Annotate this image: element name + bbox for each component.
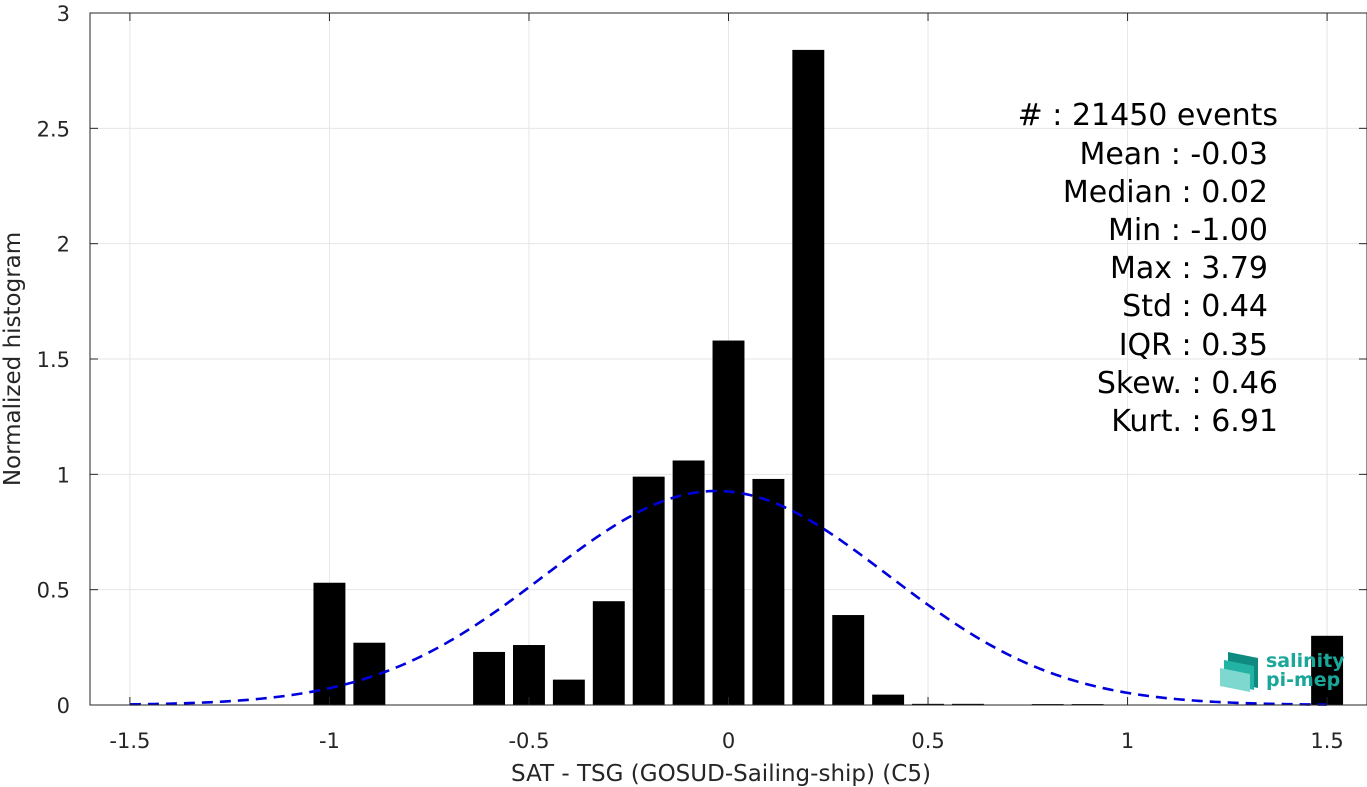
histogram-bar xyxy=(592,601,625,705)
salinity-pimep-logo: salinity pi-mep xyxy=(1220,650,1345,692)
histogram-bar xyxy=(1311,635,1344,705)
stats-max: Max : 3.79 xyxy=(1110,251,1268,286)
y-tick-label: 3 xyxy=(57,2,70,26)
x-tick-label: 0.5 xyxy=(911,729,944,753)
y-axis-ticks: 0 0.5 1 1.5 2 2.5 3 xyxy=(37,2,1367,718)
x-tick-label: -0.5 xyxy=(508,729,549,753)
histogram-bar xyxy=(632,476,665,705)
y-tick-label: 1 xyxy=(57,463,70,487)
histogram-bar xyxy=(672,460,705,705)
histogram-bar xyxy=(752,478,785,705)
histogram-bar xyxy=(552,679,585,705)
stats-iqr: IQR : 0.35 xyxy=(1119,328,1268,363)
waves-icon xyxy=(1220,652,1258,692)
stats-mean: Mean : -0.03 xyxy=(1079,137,1268,172)
histogram-bar xyxy=(473,651,506,705)
histogram-bar xyxy=(951,703,984,705)
histogram-bar xyxy=(712,340,745,705)
y-tick-label: 0.5 xyxy=(37,579,70,603)
stats-box: # : 21450 events Mean : -0.03 Median : 0… xyxy=(1018,98,1278,439)
stats-min: Min : -1.00 xyxy=(1108,213,1268,248)
y-tick-label: 1.5 xyxy=(37,348,70,372)
histogram-bar xyxy=(513,645,545,705)
x-tick-label: 1.5 xyxy=(1310,729,1343,753)
x-axis-ticks: -1.5 -1 -0.5 0 0.5 1 1.5 xyxy=(109,13,1344,753)
stats-median: Median : 0.02 xyxy=(1063,175,1268,210)
x-axis-label: SAT - TSG (GOSUD-Sailing-ship) (C5) xyxy=(511,761,931,787)
stats-std: Std : 0.44 xyxy=(1122,289,1268,324)
histogram-bar xyxy=(832,615,865,705)
stats-kurt: Kurt. : 6.91 xyxy=(1111,404,1278,439)
histogram-bar xyxy=(792,49,825,705)
histogram-bar xyxy=(313,582,346,705)
y-tick-label: 2.5 xyxy=(37,117,70,141)
x-tick-label: 0 xyxy=(722,729,735,753)
stats-skew: Skew. : 0.46 xyxy=(1097,366,1278,401)
histogram-bars xyxy=(313,49,1344,705)
y-axis-label: Normalized histogram xyxy=(0,232,26,486)
stats-count: # : 21450 events xyxy=(1018,98,1278,133)
x-tick-label: -1.5 xyxy=(109,729,150,753)
logo-text-pimep: pi-mep xyxy=(1266,669,1340,691)
x-tick-label: 1 xyxy=(1121,729,1134,753)
normal-fit-curve xyxy=(129,489,1328,706)
y-tick-label: 0 xyxy=(57,694,70,718)
logo-text-salinity: salinity xyxy=(1266,650,1345,672)
histogram-bar xyxy=(872,694,905,705)
x-tick-label: -1 xyxy=(319,729,340,753)
y-tick-label: 2 xyxy=(57,233,70,257)
